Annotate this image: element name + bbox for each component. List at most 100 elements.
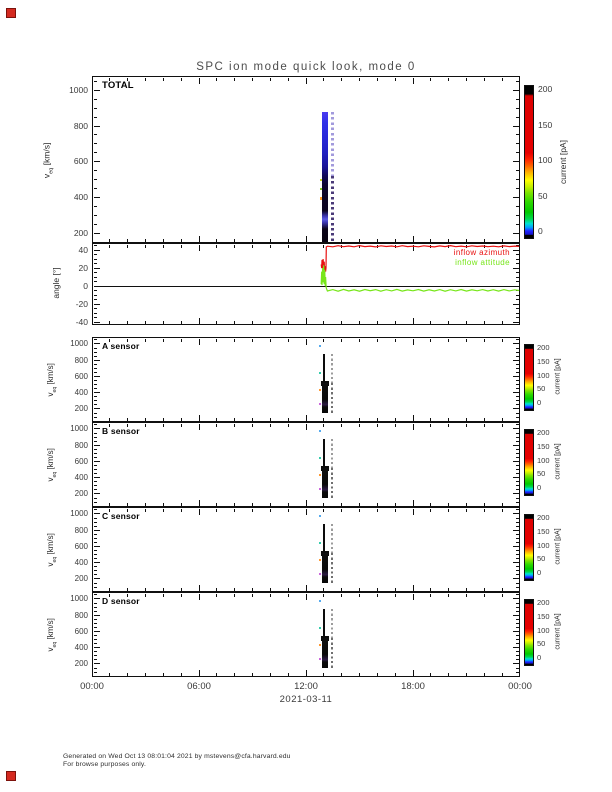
y-tick xyxy=(93,594,97,596)
x-tick xyxy=(127,338,129,342)
y-tick-label: 0 xyxy=(83,280,88,291)
y-tick xyxy=(515,272,519,274)
x-tick xyxy=(109,417,111,421)
y-tick xyxy=(515,363,519,365)
y-tick xyxy=(93,529,100,531)
y-tick xyxy=(93,351,97,353)
y-tick xyxy=(93,533,97,535)
y-tick xyxy=(512,598,519,600)
colorbar-tick-label: 150 xyxy=(537,356,550,366)
y-tick-label: 1000 xyxy=(69,84,88,95)
x-tick xyxy=(430,672,432,676)
x-tick xyxy=(466,672,467,676)
x-tick xyxy=(287,244,289,248)
y-tick xyxy=(93,134,97,136)
y-tick xyxy=(93,312,97,314)
sensor-burst-dashed xyxy=(330,552,334,584)
y-tick xyxy=(512,392,519,394)
sensor-burst-narrow xyxy=(323,608,326,638)
y-tick xyxy=(515,384,519,386)
colorbar-axis-label: current [pA] xyxy=(558,140,568,184)
x-tick xyxy=(234,502,236,506)
panel-title-sensor-d: D sensor xyxy=(102,596,140,606)
x-tick xyxy=(430,320,432,324)
x-tick xyxy=(287,320,289,324)
x-tick xyxy=(305,423,307,430)
x-tick xyxy=(109,508,111,512)
y-tick-label: 400 xyxy=(74,643,88,653)
x-axis-date-label: 2021-03-11 xyxy=(279,694,333,705)
y-tick xyxy=(515,424,519,426)
x-tick xyxy=(341,508,343,512)
x-tick xyxy=(376,502,378,506)
x-tick xyxy=(483,593,485,597)
x-tick xyxy=(430,338,432,342)
x-tick xyxy=(483,587,485,591)
y-tick xyxy=(93,347,97,349)
x-tick xyxy=(180,238,182,242)
x-tick xyxy=(109,238,111,242)
colorbar-tick-label: 200 xyxy=(537,598,550,607)
x-tick xyxy=(269,593,271,597)
spectrogram-dot xyxy=(319,573,322,576)
y-tick xyxy=(515,143,519,145)
x-tick xyxy=(287,672,289,676)
x-tick xyxy=(162,417,164,421)
y-tick xyxy=(93,610,97,612)
y-tick xyxy=(93,517,97,519)
x-tick xyxy=(198,317,200,324)
x-tick xyxy=(252,417,253,421)
panel-title-sensor-a: A sensor xyxy=(102,341,140,351)
y-tick xyxy=(93,667,97,669)
x-tick xyxy=(269,338,271,342)
y-tick xyxy=(93,223,97,225)
y-tick xyxy=(515,586,519,588)
x-tick xyxy=(359,320,360,324)
y-tick xyxy=(512,161,519,163)
y-tick xyxy=(93,460,100,462)
x-tick-label-0000b: 00:00 xyxy=(508,681,532,692)
x-tick xyxy=(162,423,164,427)
y-tick xyxy=(512,89,519,91)
x-tick xyxy=(376,423,378,427)
x-tick xyxy=(412,244,414,251)
x-tick xyxy=(501,423,503,427)
x-tick xyxy=(430,593,432,597)
x-tick xyxy=(466,338,467,342)
x-tick xyxy=(376,320,378,324)
y-tick-label: 600 xyxy=(73,156,88,167)
colorbar-sensor-d xyxy=(524,599,534,666)
colorbar-tick-label: 0 xyxy=(538,226,543,236)
x-tick xyxy=(198,77,200,84)
spectrogram-burst xyxy=(322,112,329,243)
x-tick xyxy=(162,502,164,506)
y-tick xyxy=(515,116,519,118)
y-tick xyxy=(515,521,519,523)
y-tick xyxy=(93,639,97,641)
y-tick xyxy=(93,152,97,154)
x-tick xyxy=(127,672,129,676)
x-tick xyxy=(412,423,414,430)
x-tick xyxy=(394,244,396,248)
x-tick xyxy=(269,320,271,324)
y-tick xyxy=(93,359,100,361)
colorbar-tick-label: 200 xyxy=(537,343,550,352)
spectrogram-dot xyxy=(318,372,322,375)
panel-frame-sensor-c xyxy=(92,507,520,592)
x-tick xyxy=(448,593,450,597)
x-tick xyxy=(448,502,450,506)
colorbar-tick-label: 100 xyxy=(537,370,550,380)
y-tick xyxy=(515,152,519,154)
y-tick xyxy=(93,545,100,547)
legend-inflow-attitude: inflow attitude xyxy=(455,257,510,267)
x-tick xyxy=(466,502,467,506)
y-tick xyxy=(515,290,519,292)
y-tick xyxy=(512,249,519,251)
x-tick xyxy=(269,672,271,676)
colorbar-gradient xyxy=(525,515,533,580)
y-tick xyxy=(512,460,519,462)
spectrogram-dot xyxy=(319,187,322,190)
x-tick xyxy=(162,77,164,81)
x-tick xyxy=(252,593,253,597)
y-tick xyxy=(93,582,97,584)
